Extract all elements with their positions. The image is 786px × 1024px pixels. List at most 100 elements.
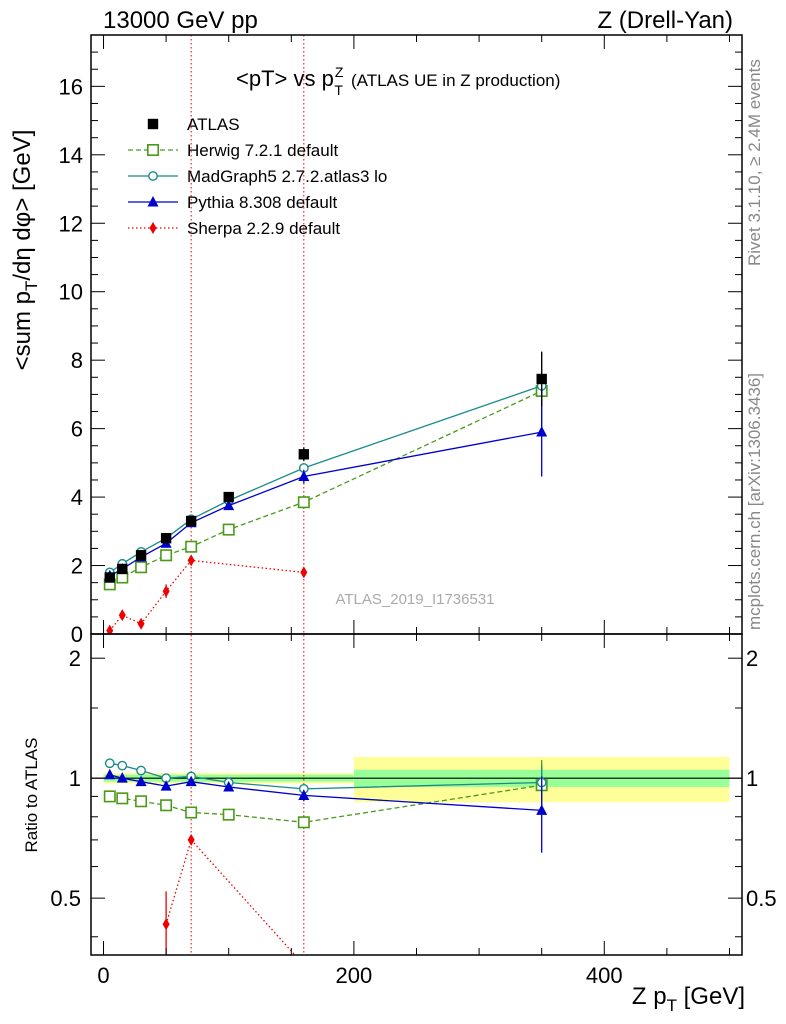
top-line-sherpa-2-2-9-default: [109, 559, 304, 632]
top-point: [117, 563, 128, 575]
legend-label: ATLAS: [187, 115, 240, 134]
ratio-point: [160, 780, 172, 791]
ratio-point: [185, 806, 198, 819]
ratio-point: [536, 804, 548, 815]
ratio-point: [117, 760, 128, 771]
legend-label: MadGraph5 2.7.2.atlas3 lo: [187, 167, 387, 186]
top-point: [135, 550, 147, 561]
top-point: [536, 426, 548, 437]
ratio-ytick-label-left: 0.5: [50, 886, 81, 911]
legend-label: Sherpa 2.2.9 default: [187, 219, 340, 238]
ratio-point: [185, 775, 197, 787]
y-axis-label-top: <sum pT/dη dφ> [GeV]: [9, 130, 41, 371]
xtick-label: 400: [586, 963, 623, 988]
legend-marker: [148, 171, 158, 181]
top-point: [118, 609, 126, 622]
legend-entry-herwig-7-2-1-default: Herwig 7.2.1 default: [128, 141, 338, 160]
ratio-point: [187, 833, 195, 846]
top-point: [160, 549, 173, 562]
ratio-point: [162, 918, 170, 931]
top-point: [137, 617, 145, 630]
top-ytick-label: 12: [59, 211, 83, 236]
ratio-ytick-label-left: 2: [69, 646, 81, 671]
top-point: [298, 449, 310, 460]
ratio-point: [104, 768, 116, 780]
top-point: [536, 373, 547, 385]
top-series-madgraph5-2-7-2-atlas3-lo: [104, 375, 547, 578]
top-ytick-label: 10: [59, 280, 83, 305]
ratio-panel-series: [103, 758, 548, 971]
top-series-herwig-7-2-1-default: [103, 353, 548, 591]
top-line-pythia-8-308-default: [109, 431, 542, 577]
top-point: [187, 554, 195, 567]
top-point: [185, 540, 198, 553]
top-point: [298, 470, 310, 482]
x-axis-label: Z pT [GeV]: [632, 983, 745, 1015]
ratio-ytick-label-right: 2: [746, 646, 758, 671]
ratio-point: [116, 772, 128, 783]
legend-entry-atlas: ATLAS: [147, 115, 240, 134]
top-point: [185, 515, 197, 527]
top-point: [297, 496, 310, 509]
top-point: [223, 491, 234, 503]
ratio-point: [135, 775, 147, 787]
top-ytick-label: 6: [71, 417, 83, 442]
legend-entry-pythia-8-308-default: Pythia 8.308 default: [128, 193, 338, 212]
ratio-ytick-label-right: 0.5: [746, 886, 777, 911]
top-point: [222, 523, 235, 536]
legend: ATLAS Herwig 7.2.1 default MadGraph5 2.7.2…: [128, 115, 387, 238]
top-point: [160, 532, 172, 544]
top-point: [223, 499, 235, 511]
top-ytick-label: 8: [71, 348, 83, 373]
top-ytick-label: 16: [59, 74, 83, 99]
xtick-label: 200: [336, 963, 373, 988]
ratio-point: [223, 781, 235, 792]
ratio-point: [297, 816, 310, 829]
legend-entry-madgraph5-2-7-2-atlas3-lo: MadGraph5 2.7.2.atlas3 lo: [128, 167, 387, 186]
legend-label: Pythia 8.308 default: [187, 193, 338, 212]
y-axis-label-ratio: Ratio to ATLAS: [22, 738, 41, 853]
ratio-point: [103, 790, 116, 803]
analysis-watermark: ATLAS_2019_I1736531: [335, 591, 494, 608]
legend-marker: [147, 118, 159, 130]
rivet-label: Rivet 3.1.10, ≥ 2.4M events: [745, 59, 764, 266]
ratio-point: [136, 765, 146, 776]
legend-label: Herwig 7.2.1 default: [187, 141, 338, 160]
top-line-herwig-7-2-1-default: [109, 390, 542, 585]
ratio-point: [298, 789, 310, 800]
ratio-point: [116, 792, 129, 805]
ratio-series-madgraph5-2-7-2-atlas3-lo: [104, 758, 547, 802]
plot-title: <pT> vs pZ T (ATLAS UE in Z production): [236, 64, 560, 98]
legend-entry-sherpa-2-2-9-default: Sherpa 2.2.9 default: [128, 219, 340, 238]
ratio-series-sherpa-2-2-9-default: [162, 833, 307, 971]
top-point: [135, 561, 148, 574]
top-point: [162, 585, 170, 598]
ratio-point: [300, 959, 307, 971]
legend-marker: [147, 196, 159, 207]
ratio-line-sherpa-2-2-9-default: [165, 838, 296, 955]
top-ytick-label: 14: [59, 143, 83, 168]
top-point: [300, 566, 308, 579]
top-point: [104, 572, 115, 583]
ratio-point: [104, 758, 115, 769]
top-line-madgraph5-2-7-2-atlas3-lo: [109, 385, 542, 573]
top-series-atlas: [104, 351, 547, 583]
top-ytick-label: 4: [71, 485, 83, 510]
top-ytick-label: 2: [71, 554, 83, 579]
ratio-point: [160, 799, 173, 812]
top-ytick-label: 0: [71, 622, 83, 647]
header-right: Z (Drell-Yan): [597, 7, 733, 34]
ratio-ytick-label-left: 1: [69, 766, 81, 791]
ratio-ytick-label-right: 1: [746, 766, 758, 791]
top-series-sherpa-2-2-9-default: [106, 554, 308, 634]
ratio-uncertainty-bands: [103, 757, 730, 803]
top-panel-series: [103, 351, 548, 634]
top-point: [106, 624, 114, 634]
xtick-label: 0: [97, 963, 109, 988]
ratio-series-pythia-8-308-default: [104, 768, 548, 853]
ratio-point: [135, 795, 148, 808]
ratio-point: [222, 808, 235, 821]
mcplots-label: mcplots.cern.ch [arXiv:1306.3436]: [745, 373, 764, 630]
